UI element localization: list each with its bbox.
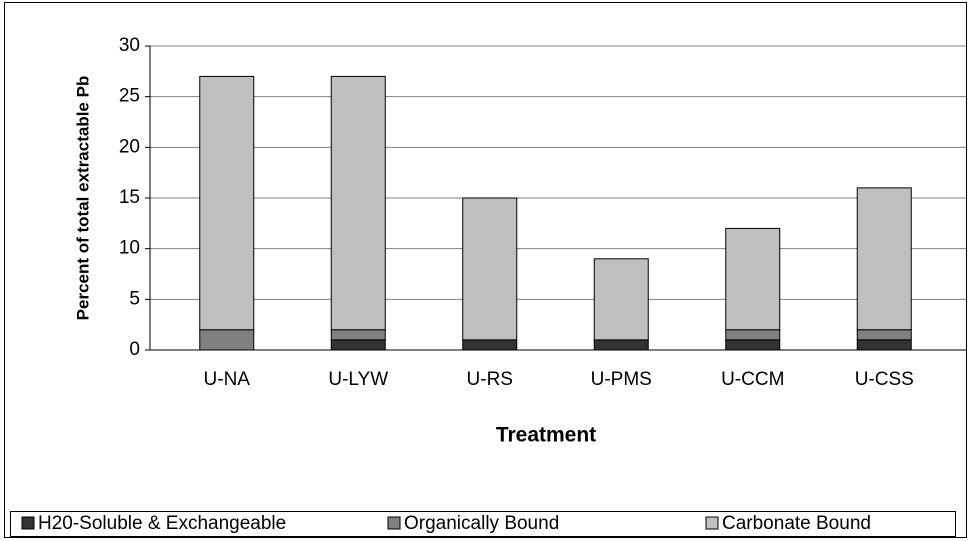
legend-box [10, 511, 956, 537]
x-tick-label: U-RS [467, 369, 513, 390]
bar-segment [856, 339, 912, 351]
y-tick-label: 20 [119, 136, 140, 157]
bar-segment [462, 339, 518, 351]
y-tick-label: 30 [119, 35, 140, 56]
legend-swatch [387, 516, 401, 530]
bar-segment [593, 258, 649, 341]
y-tick-label: 25 [119, 86, 140, 107]
bar-segment [856, 187, 912, 331]
bar-segment [856, 329, 912, 341]
bar-segment [725, 227, 781, 331]
x-tick-label: U-PMS [591, 369, 652, 390]
bar-segment [330, 329, 386, 341]
bar-segment [199, 329, 255, 351]
legend-label: Carbonate Bound [722, 513, 871, 534]
legend-swatch [705, 516, 719, 530]
x-tick-label: U-NA [204, 369, 251, 390]
x-tick-label: U-LYW [328, 369, 388, 390]
legend-label: H20-Soluble & Exchangeable [38, 513, 286, 534]
bar-segment [725, 329, 781, 341]
x-tick-label: U-CSS [855, 369, 914, 390]
x-tick-label: U-CCM [721, 369, 784, 390]
bar-segment [725, 339, 781, 351]
y-axis-title: Percent of total extractable Pb [73, 76, 92, 321]
legend-swatch [21, 516, 35, 530]
bar-segment [199, 75, 255, 331]
y-tick-label: 0 [129, 339, 140, 360]
bar-segment [330, 339, 386, 351]
legend-label: Organically Bound [404, 513, 559, 534]
x-axis-title: Treatment [496, 424, 596, 447]
bar-segment [330, 75, 386, 331]
y-tick-label: 10 [119, 238, 140, 259]
bar-segment [462, 197, 518, 341]
y-tick-label: 15 [119, 187, 140, 208]
bar-segment [593, 339, 649, 351]
y-tick-label: 5 [129, 288, 140, 309]
